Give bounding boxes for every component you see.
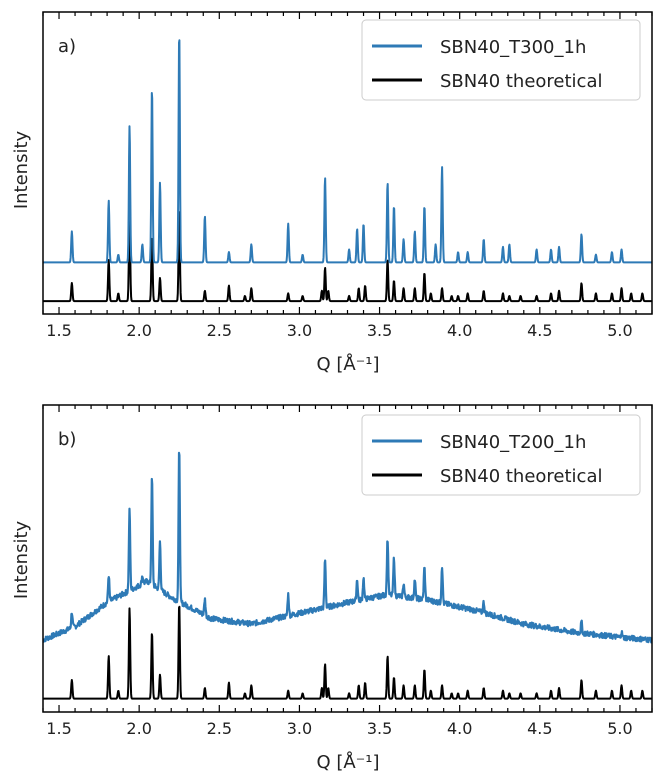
x-tick-label: 3.5 bbox=[367, 719, 392, 738]
legend-label-2: SBN40 theoretical bbox=[440, 466, 602, 487]
x-tick-label: 3.5 bbox=[367, 321, 392, 340]
legend-box bbox=[361, 19, 641, 101]
legend-label-1: SBN40_T300_1h bbox=[440, 37, 586, 58]
series-line-1 bbox=[43, 451, 652, 644]
legend: SBN40_T200_1h SBN40 theoretical bbox=[361, 414, 641, 496]
series-line-2 bbox=[43, 605, 652, 700]
x-tick-label: 4.0 bbox=[447, 719, 472, 738]
x-tick-label: 4.5 bbox=[527, 321, 552, 340]
x-tick-label: 5.0 bbox=[607, 719, 632, 738]
x-tick-label: 4.0 bbox=[447, 321, 472, 340]
x-tick-label: 3.0 bbox=[287, 321, 312, 340]
x-tick-label: 4.5 bbox=[527, 719, 552, 738]
y-axis-label: Intensity bbox=[11, 520, 32, 599]
plot-area: 1.5 2.0 2.5 3.0 3.5 4.0 4.5 5.0 bbox=[42, 404, 653, 738]
legend-box bbox=[361, 414, 641, 496]
x-tick-label: 1.5 bbox=[46, 321, 71, 340]
x-tick-label: 2.5 bbox=[207, 321, 232, 340]
legend-label-1: SBN40_T200_1h bbox=[440, 432, 586, 453]
legend: SBN40_T300_1h SBN40 theoretical bbox=[361, 19, 641, 101]
x-tick-label: 1.5 bbox=[46, 719, 71, 738]
panel-b: Intensity Q [Å⁻¹] b) 1.5 2.0 2.5 3.0 3.5 4.0 4… bbox=[11, 404, 653, 773]
panel-label: a) bbox=[58, 36, 76, 57]
x-axis-label: Q [Å⁻¹] bbox=[317, 751, 380, 773]
series-line-1 bbox=[43, 39, 652, 264]
x-tick-label: 2.0 bbox=[126, 719, 151, 738]
x-tick-label: 2.0 bbox=[126, 321, 151, 340]
y-axis-label: Intensity bbox=[11, 130, 32, 209]
x-tick-label: 5.0 bbox=[607, 321, 632, 340]
x-tick-label: 3.0 bbox=[287, 719, 312, 738]
series-line-2 bbox=[43, 211, 652, 303]
x-tick-label: 2.5 bbox=[207, 719, 232, 738]
panel-label: b) bbox=[58, 429, 76, 450]
legend-label-2: SBN40 theoretical bbox=[440, 71, 602, 92]
panel-a: Intensity Q [Å⁻¹] a) 1.5 2.0 2.5 3.0 3.5 4.0 4… bbox=[11, 11, 653, 375]
plot-area: 1.5 2.0 2.5 3.0 3.5 4.0 4.5 5.0 bbox=[42, 11, 653, 340]
x-axis-label: Q [Å⁻¹] bbox=[317, 353, 380, 375]
